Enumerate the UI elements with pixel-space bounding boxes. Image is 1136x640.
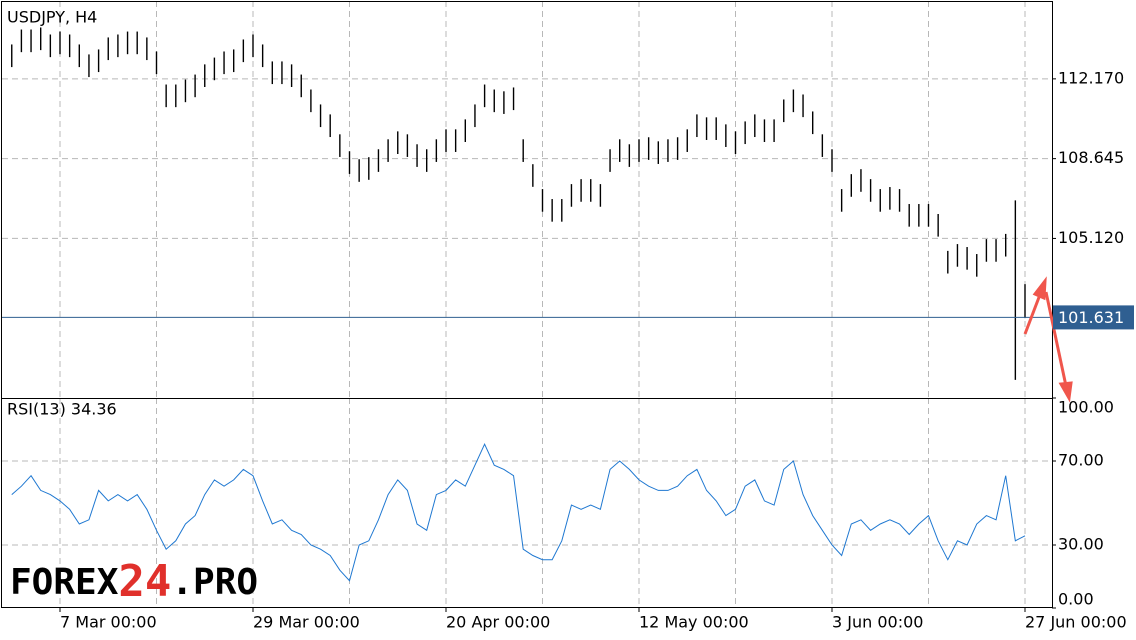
price-title: USDJPY, H4 bbox=[7, 8, 97, 27]
last-price-box bbox=[1053, 305, 1134, 330]
forecast-arrows bbox=[1023, 276, 1073, 403]
x-tick-label: 12 May 00:00 bbox=[639, 613, 749, 632]
grid-layer bbox=[2, 1, 1052, 608]
arrow-head bbox=[1032, 276, 1047, 301]
arrow-up bbox=[1023, 291, 1043, 335]
y-tick-label: 108.645 bbox=[1058, 148, 1124, 167]
x-tick-label: 20 Apr 00:00 bbox=[446, 613, 550, 632]
x-tick-label: 27 Jun 00:00 bbox=[1025, 613, 1127, 632]
plot-frame bbox=[1, 1, 1053, 608]
y-tick-label: 112.170 bbox=[1058, 68, 1124, 87]
watermark-part: .PRO bbox=[171, 562, 258, 603]
y-tick-label: 100.00 bbox=[1058, 398, 1114, 417]
y-tick-label: 0.00 bbox=[1058, 590, 1094, 609]
last-price-label: 101.631 bbox=[1058, 308, 1124, 327]
arrow-down bbox=[1044, 291, 1068, 387]
watermark-part: 24 bbox=[118, 556, 171, 607]
rsi-line bbox=[11, 443, 1026, 582]
rsi-title: RSI(13) 34.36 bbox=[7, 400, 117, 419]
mark-layer bbox=[2, 27, 1052, 582]
y-tick-label: 30.00 bbox=[1058, 535, 1104, 554]
y-tick-label: 70.00 bbox=[1058, 451, 1104, 470]
watermark-part: FOREX bbox=[10, 562, 119, 603]
arrow-head bbox=[1058, 381, 1073, 403]
y-tick-label: 105.120 bbox=[1058, 228, 1124, 247]
watermark: FOREX24.PRO bbox=[10, 556, 258, 607]
x-tick-label: 3 Jun 00:00 bbox=[832, 613, 923, 632]
x-tick-label: 7 Mar 00:00 bbox=[60, 613, 157, 632]
x-tick-label: 29 Mar 00:00 bbox=[253, 613, 360, 632]
